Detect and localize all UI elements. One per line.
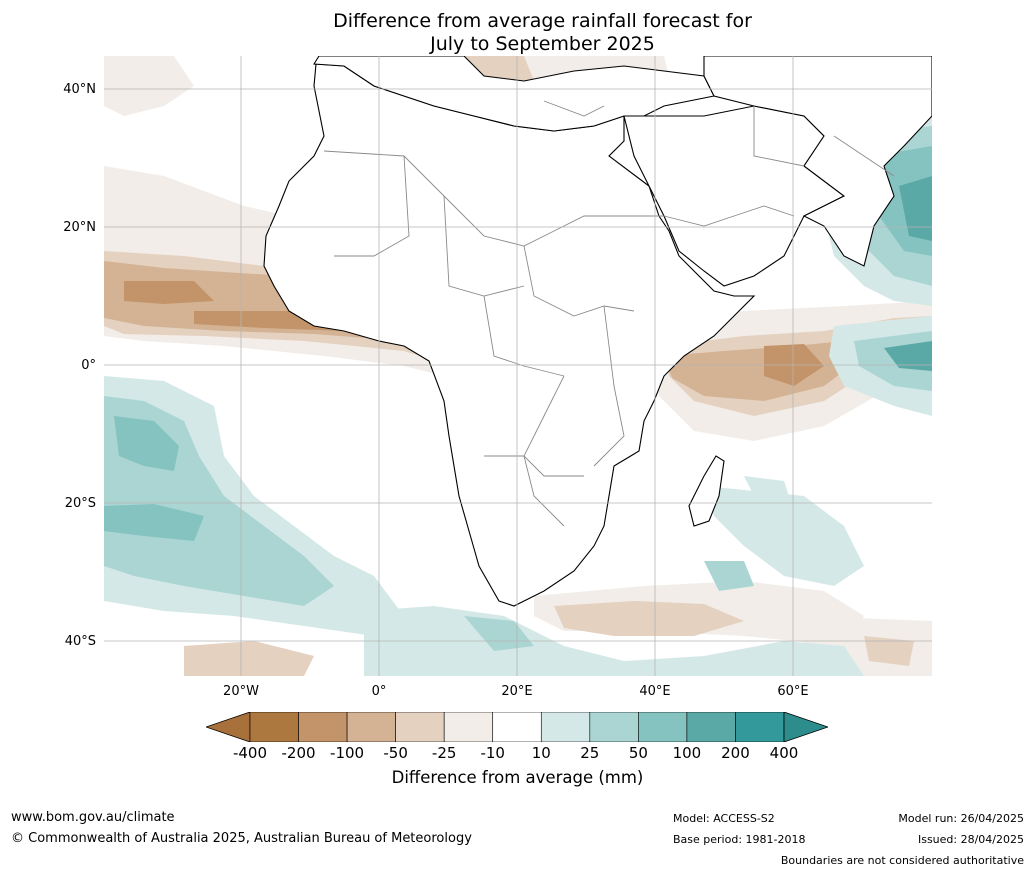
colorbar-tick-label: -100 (330, 744, 365, 762)
country-boundaries (323, 100, 895, 527)
lat-label-equator: 0° (81, 358, 96, 373)
colorbar-tick-label: 200 (721, 744, 750, 762)
footer-website: www.bom.gov.au/climate (11, 810, 175, 825)
footer-model: Model: ACCESS-S2 (673, 812, 775, 825)
lat-label-20s: 20°S (64, 496, 96, 511)
colorbar-tick-label: 400 (769, 744, 799, 762)
graticule (104, 56, 932, 676)
africa-landmass (263, 56, 932, 607)
colorbar-tick-label: 50 (628, 744, 648, 762)
footer-copyright: © Commonwealth of Australia 2025, Austra… (11, 831, 472, 846)
colorbar-segment (686, 712, 736, 742)
lon-label-0: 0° (371, 684, 387, 699)
colorbar-extend-low (206, 712, 251, 742)
footer-boundaries-note: Boundaries are not considered authoritat… (780, 854, 1024, 867)
colorbar-tick-label: 25 (580, 744, 600, 762)
lon-label-60e: 60°E (777, 684, 809, 699)
colorbar-segment (346, 712, 396, 742)
colorbar-tick-label: 100 (672, 744, 702, 762)
colorbar-segment (298, 712, 348, 742)
colorbar-segment (638, 712, 688, 742)
colorbar-segment (492, 712, 542, 742)
colorbar-segment (589, 712, 639, 742)
title-line-2: July to September 2025 (430, 33, 655, 55)
footer-model-run: Model run: 26/04/2025 (898, 812, 1024, 825)
colorbar-extend-high (783, 712, 828, 742)
colorbar-tick-label: -200 (281, 744, 316, 762)
title-line-1: Difference from average rainfall forecas… (333, 10, 752, 32)
lat-label-40n: 40°N (63, 82, 96, 97)
colorbar-segment (735, 712, 785, 742)
colorbar-title: Difference from average (mm) (391, 768, 644, 787)
chart-title: Difference from average rainfall forecas… (0, 10, 1035, 56)
rainfall-map (104, 56, 932, 676)
colorbar-segment (443, 712, 494, 742)
colorbar-tick-label: -25 (431, 744, 457, 762)
lon-label-20w: 20°W (223, 684, 259, 699)
colorbar-segment (249, 712, 299, 742)
lon-label-40e: 40°E (639, 684, 671, 699)
colorbar-segment (540, 712, 591, 742)
footer-base-period: Base period: 1981-2018 (673, 833, 806, 846)
lat-label-20n: 20°N (63, 220, 96, 235)
colorbar-tick-label: -400 (232, 744, 268, 762)
colorbar (206, 712, 828, 742)
lat-label-40s: 40°S (64, 634, 96, 649)
colorbar-tick-label: -10 (480, 744, 505, 762)
colorbar-tick-label: 10 (531, 744, 551, 762)
colorbar-segment (395, 712, 445, 742)
footer-issued: Issued: 28/04/2025 (917, 833, 1024, 846)
colorbar-tick-label: -50 (383, 744, 408, 762)
lon-label-20e: 20°E (501, 684, 533, 699)
